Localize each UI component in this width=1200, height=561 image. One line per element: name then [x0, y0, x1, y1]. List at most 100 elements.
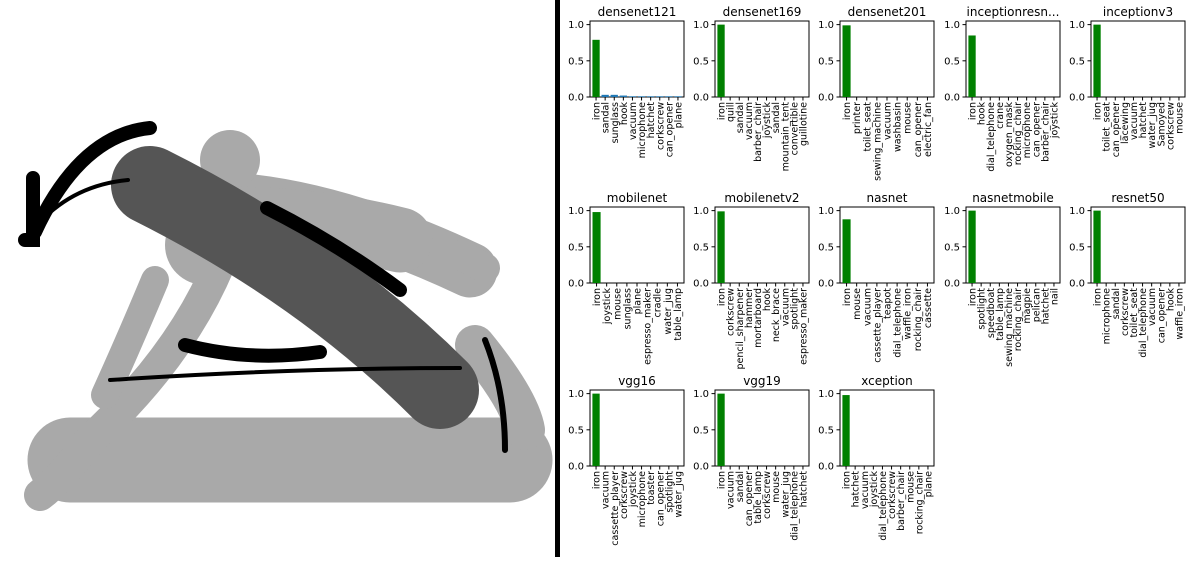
chart-6: mobilenet 0.0 0.5 1.0 iron joystick mouse sungl… [568, 191, 685, 365]
chart-7: mobilenetv2 0.0 0.5 1.0 ironcorkscrewpencil_… [693, 191, 810, 370]
x-tick-label: dial_telephone [986, 102, 997, 172]
chart-11: vgg160.00.51.0ironvacuumcassette_playerc… [568, 374, 685, 546]
x-tick-label: spotlight [977, 288, 988, 330]
x-tick-label: hatchet [851, 471, 862, 508]
x-tick-label: vacuum [744, 102, 755, 140]
charts-svg: densenet1210.00.51.0ironsandalsunglassho… [568, 5, 1186, 546]
x-tick-label: waffle_iron [903, 288, 914, 340]
chart-frame [1090, 206, 1186, 284]
x-tick-label: rocking_chair [913, 288, 924, 351]
chart-13: xception 0.0 0.5 1.0 ironhatchetvacuumjoysti… [818, 374, 935, 541]
x-tick-label: dial_telephone [789, 471, 800, 541]
x-tick-label: teapot [883, 288, 894, 319]
bar [628, 96, 637, 98]
x-tick-label: crane [995, 102, 1006, 129]
bar [842, 219, 851, 283]
x-tick-label: sandal [735, 471, 746, 502]
x-tick-label: vacuum [1147, 288, 1158, 326]
x-tick-label: espresso_maker [798, 288, 809, 365]
x-tick-label: table_lamp [753, 471, 764, 524]
x-tick-label: hook [1165, 288, 1176, 312]
x-tick-label: can_opener [913, 102, 924, 157]
x-tick-label: plane [673, 102, 684, 129]
y-tick-label: 0.0 [693, 279, 709, 290]
x-tick-label: rocking_chair [1013, 102, 1024, 165]
chart-title: mobilenet [607, 191, 668, 205]
x-tick-label: corkscrew [619, 471, 630, 519]
x-tick-label: water_jug [780, 471, 791, 518]
x-tick-label: dial_telephone [1138, 288, 1149, 358]
sketch-right-line [482, 337, 508, 453]
x-tick-label: can_opener [664, 102, 675, 157]
bar [592, 393, 600, 466]
bar [717, 393, 725, 466]
y-tick-label: 1.0 [693, 20, 709, 31]
x-tick-label: electric_fan [923, 102, 934, 157]
sketch-grip-line [178, 338, 327, 363]
y-tick-label: 0.0 [818, 462, 834, 473]
x-tick-label: convertible [789, 102, 800, 155]
sketch-base-line [108, 366, 462, 382]
x-tick-label: iron [592, 102, 603, 120]
bar [665, 96, 673, 98]
bar [592, 212, 601, 283]
x-tick-label: mouse [612, 288, 623, 320]
x-tick-label: toilet_seat [862, 102, 873, 152]
y-tick-label: 0.5 [944, 242, 960, 253]
x-tick-label: oxygen_mask [1004, 102, 1015, 167]
x-tick-label: vacuum [726, 471, 737, 509]
y-tick-label: 1.0 [1069, 20, 1085, 31]
x-tick-label: mortarboard [753, 288, 764, 348]
x-tick-label: joystick [869, 471, 880, 509]
y-tick-label: 0.0 [818, 279, 834, 290]
x-tick-label: magpie [1022, 288, 1033, 324]
x-tick-label: toaster [646, 471, 657, 505]
chart-title: densenet121 [598, 5, 677, 19]
x-tick-label: can_opener [1111, 102, 1122, 157]
chart-title: xception [861, 374, 912, 388]
x-tick-label: hook [762, 288, 773, 312]
x-tick-label: speedboat [986, 288, 997, 338]
x-tick-label: iron [717, 102, 728, 120]
y-tick-label: 1.0 [568, 206, 584, 217]
x-tick-label: pencil_sharpener [735, 288, 746, 370]
y-tick-label: 0.0 [568, 462, 584, 473]
x-tick-label: vacuum [883, 102, 894, 140]
predictions-chart-grid: densenet121 0.0 0.5 1.0 iron sandal sunglass ho… [560, 0, 1200, 557]
y-tick-label: 1.0 [818, 20, 834, 31]
x-tick-label: quill [726, 102, 737, 122]
x-tick-label: nail [1049, 288, 1060, 305]
x-tick-label: sunglass [610, 102, 621, 143]
x-tick-label: mountain_tent [780, 102, 791, 172]
y-tick-label: 0.5 [693, 425, 709, 436]
x-tick-label: table_lamp [673, 288, 684, 341]
x-tick-label: sewing_machine [872, 102, 883, 181]
x-tick-label: mouse [903, 102, 914, 134]
y-tick-label: 0.5 [693, 242, 709, 253]
chart-title: vgg16 [618, 374, 656, 388]
bar [968, 35, 976, 97]
x-tick-label: hook [619, 102, 630, 126]
chart-10: resnet50 0.0 0.5 1.0 ironmicrophonesandalcor… [1069, 191, 1186, 358]
x-tick-label: sandal [735, 102, 746, 133]
y-tick-label: 1.0 [944, 206, 960, 217]
x-tick-label: dial_telephone [878, 471, 889, 541]
y-tick-label: 0.5 [818, 56, 834, 67]
x-tick-label: sandal [601, 102, 612, 133]
x-tick-label: vacuum [601, 471, 612, 509]
y-tick-label: 1.0 [1069, 206, 1085, 217]
x-tick-label: barber_chair [1040, 102, 1051, 162]
bar [1093, 24, 1101, 97]
bar [674, 96, 682, 98]
y-tick-label: 0.5 [1069, 242, 1085, 253]
sketch-dark-body [111, 146, 479, 429]
chart-title: vgg19 [743, 374, 781, 388]
y-tick-label: 1.0 [693, 206, 709, 217]
chart-frame [839, 206, 935, 284]
x-tick-label: sandal [771, 102, 782, 133]
y-tick-label: 0.0 [1069, 93, 1085, 104]
sketch-rear-joint [445, 240, 500, 283]
x-tick-label: toilet_seat [1129, 288, 1140, 338]
y-tick-label: 0.0 [568, 93, 584, 104]
chart-12: vgg19 0.0 0.5 1.0 ironvacuumsandalcan_opener… [693, 374, 810, 541]
